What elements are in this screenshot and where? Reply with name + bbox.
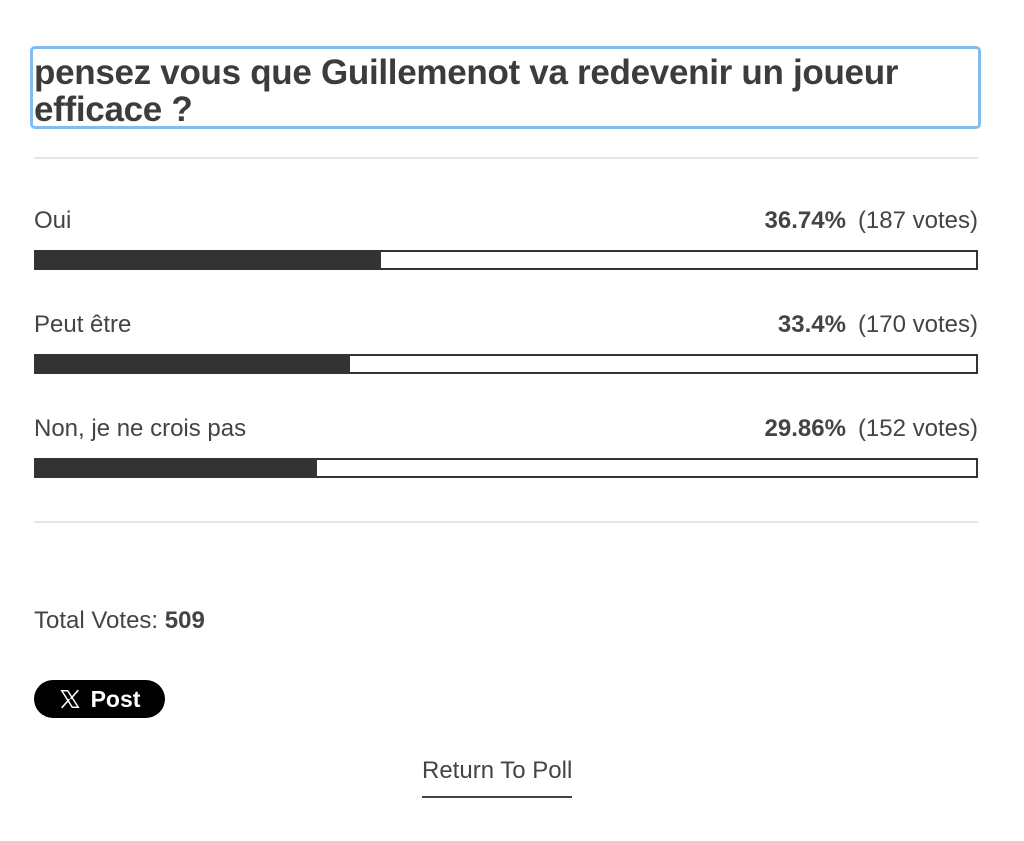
option-percent: 36.74%: [764, 207, 846, 234]
bottom-divider: [34, 521, 978, 523]
return-to-poll-link[interactable]: Return To Poll: [422, 756, 573, 798]
top-divider: [34, 157, 978, 159]
result-bar-fill: [36, 356, 350, 372]
poll-question: pensez vous que Guillemenot va redevenir…: [34, 53, 899, 129]
option-stats: 36.74% (187 votes): [765, 206, 978, 236]
total-votes-label: Total Votes:: [34, 607, 159, 634]
x-logo-icon: [59, 689, 80, 709]
option-percent: 33.4%: [777, 311, 846, 338]
total-votes: Total Votes: 509: [34, 606, 205, 636]
option-stats: 33.4% (170 votes): [778, 310, 978, 340]
result-bar-track: [34, 458, 978, 478]
result-bar-track: [34, 250, 978, 270]
question-focus-outline: [30, 46, 981, 129]
option-votes: (170 votes): [857, 311, 978, 338]
option-label: Oui: [34, 207, 72, 234]
option-label: Non, je ne crois pas: [34, 415, 247, 442]
poll-option-non: Non, je ne crois pas 29.86% (152 votes): [34, 414, 978, 489]
option-votes: (187 votes): [857, 207, 978, 234]
result-bar-fill: [36, 460, 317, 476]
x-post-button[interactable]: Post: [34, 680, 165, 718]
poll-option-oui: Oui 36.74% (187 votes): [34, 206, 978, 281]
result-bar-track: [34, 354, 978, 374]
option-percent: 29.86%: [764, 415, 846, 442]
total-votes-value: 509: [164, 607, 205, 634]
poll-option-peut-etre: Peut être 33.4% (170 votes): [34, 310, 978, 385]
option-votes: (152 votes): [857, 415, 978, 442]
x-post-label: Post: [90, 685, 141, 712]
result-bar-fill: [36, 252, 382, 268]
option-label: Peut être: [34, 311, 132, 338]
option-stats: 29.86% (152 votes): [765, 414, 978, 444]
